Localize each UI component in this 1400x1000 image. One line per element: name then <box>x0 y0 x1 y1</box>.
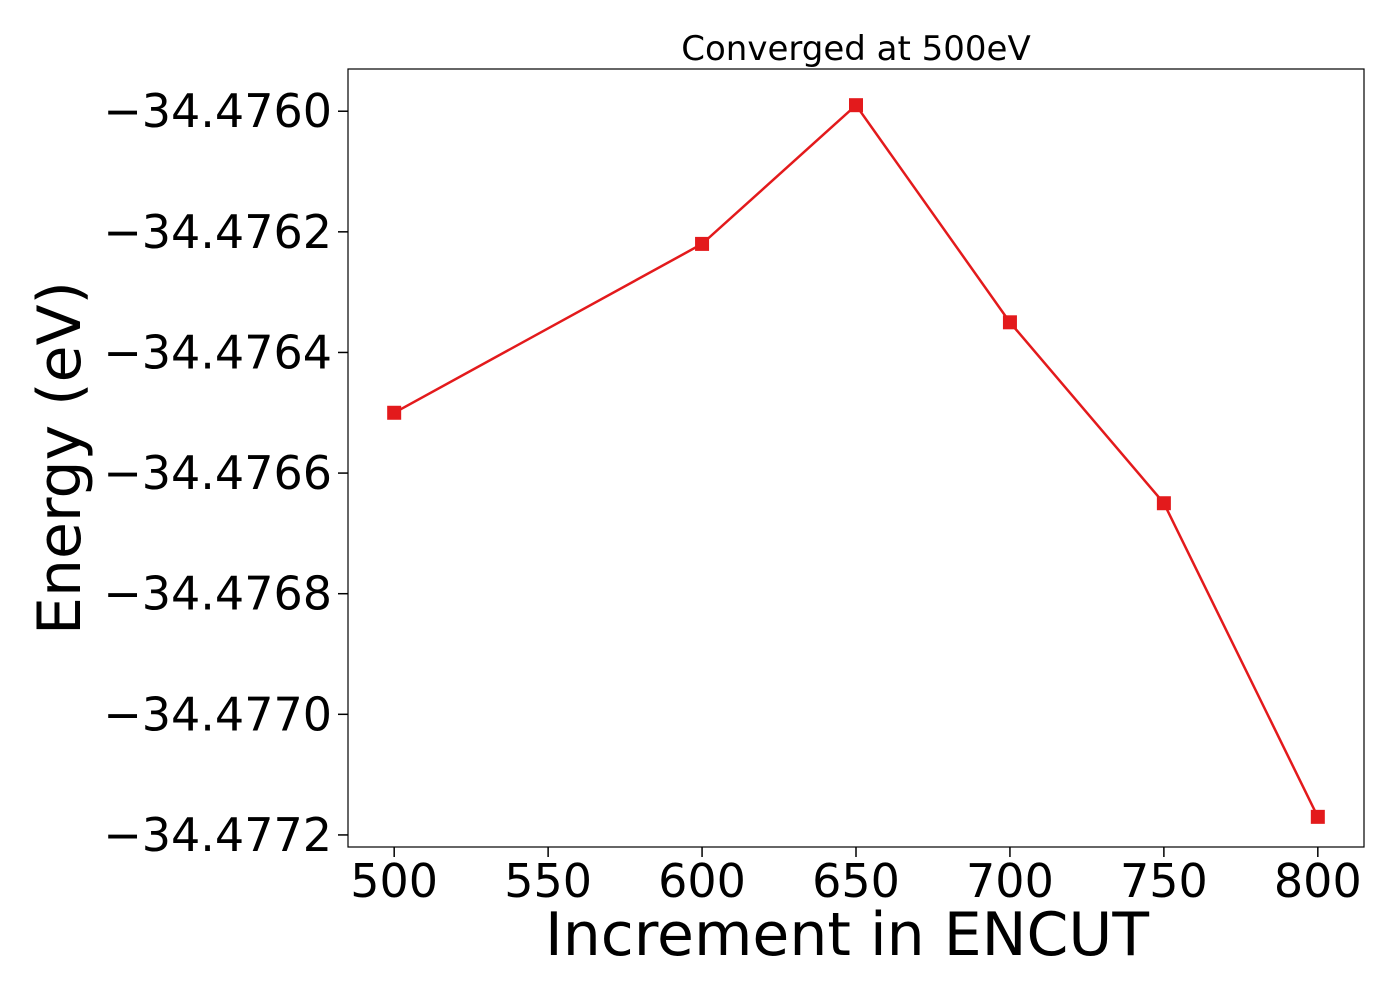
x-tick-label: 500 <box>350 854 438 908</box>
x-axis: 500 550 600 650 700 750 800 <box>350 847 1362 908</box>
data-point-marker <box>695 236 710 251</box>
x-tick-label: 700 <box>966 854 1054 908</box>
y-tick-label: −34.4762 <box>103 205 332 259</box>
y-tick-label: −34.4766 <box>103 446 332 500</box>
data-point-marker <box>1310 809 1325 824</box>
chart-title: Converged at 500eV <box>681 29 1030 69</box>
x-axis-label: Increment in ENCUT <box>545 900 1149 970</box>
y-axis: −34.4760 −34.4762 −34.4764 −34.4766 −34.4768… <box>103 84 348 862</box>
x-tick-label: 750 <box>1120 854 1208 908</box>
data-point-marker <box>849 98 863 113</box>
y-tick-label: −34.4760 <box>103 84 332 138</box>
data-point-marker <box>1002 315 1017 330</box>
y-tick-label: −34.4768 <box>103 567 332 621</box>
y-tick-label: −34.4772 <box>103 808 332 862</box>
data-point-marker <box>387 405 402 420</box>
x-tick-label: 650 <box>812 854 900 908</box>
x-tick-label: 600 <box>658 854 746 908</box>
y-tick-label: −34.4764 <box>103 325 332 379</box>
plot-series <box>387 98 1325 824</box>
y-axis-label: Energy (eV) <box>25 281 95 635</box>
data-point-marker <box>1156 496 1171 511</box>
y-tick-label: −34.4770 <box>103 687 332 741</box>
series-line <box>393 103 1319 818</box>
x-tick-label: 800 <box>1274 854 1362 908</box>
plot-frame <box>347 68 1365 848</box>
x-tick-label: 550 <box>504 854 592 908</box>
